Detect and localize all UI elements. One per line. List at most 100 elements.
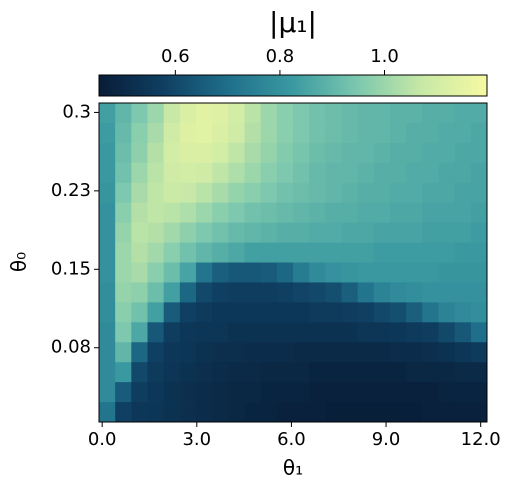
heatmap-cell — [196, 322, 213, 343]
heatmap-cell — [341, 122, 359, 144]
heatmap-cell — [99, 262, 116, 283]
heatmap-cell — [470, 342, 488, 363]
heatmap-cell — [115, 142, 132, 164]
heatmap-cell — [212, 382, 229, 403]
heatmap-cell — [390, 262, 407, 283]
heatmap-cell — [406, 162, 423, 184]
heatmap-cell — [196, 342, 213, 363]
heatmap-cell — [260, 202, 278, 224]
heatmap-cell — [260, 182, 278, 204]
heatmap-cell — [244, 342, 262, 363]
heatmap-cell — [309, 103, 326, 124]
heatmap-cell — [422, 202, 439, 224]
heatmap-cell — [228, 242, 245, 263]
heatmap-cell — [422, 282, 439, 303]
heatmap-cell — [163, 342, 181, 363]
heatmap-cell — [163, 262, 181, 283]
heatmap-cell — [454, 182, 472, 204]
heatmap-cell — [406, 362, 423, 383]
heatmap-cell — [196, 302, 213, 323]
heatmap-cell — [293, 342, 310, 363]
heatmap-cell — [212, 282, 229, 303]
heatmap-cell — [115, 362, 132, 383]
heatmap-cell — [276, 402, 294, 423]
heatmap-cell — [228, 302, 245, 323]
heatmap-cell — [163, 242, 181, 263]
heatmap-cell — [341, 362, 359, 383]
heatmap-cell — [406, 122, 423, 144]
heatmap-cell — [454, 402, 472, 423]
heatmap-cell — [196, 122, 213, 144]
heatmap-cell — [212, 402, 229, 423]
heatmap-cell — [228, 362, 245, 383]
heatmap-cell — [196, 162, 213, 184]
heatmap-cell — [390, 402, 407, 423]
heatmap-cell — [276, 103, 294, 124]
heatmap-cell — [163, 122, 181, 144]
heatmap-cell — [422, 122, 439, 144]
heatmap-cell — [390, 162, 407, 184]
heatmap-cell — [309, 282, 326, 303]
heatmap-cell — [454, 142, 472, 164]
heatmap-cell — [147, 242, 165, 263]
heatmap-cell — [260, 262, 278, 283]
heatmap-cell — [341, 182, 359, 204]
heatmap-cell — [99, 362, 116, 383]
heatmap-cell — [276, 382, 294, 403]
heatmap-cell — [373, 182, 391, 204]
heatmap-cell — [373, 103, 391, 124]
heatmap-cell — [406, 402, 423, 423]
heatmap-cell — [260, 322, 278, 343]
heatmap-cell — [131, 142, 148, 164]
heatmap-cell — [341, 322, 359, 343]
heatmap-cell — [406, 342, 423, 363]
heatmap-cell — [390, 362, 407, 383]
heatmap-cell — [115, 122, 132, 144]
heatmap-cell — [357, 402, 375, 423]
heatmap-cell — [196, 103, 213, 124]
heatmap-cell — [341, 242, 359, 263]
heatmap-cell — [325, 402, 342, 423]
heatmap-cell — [244, 382, 262, 403]
heatmap-cell — [406, 103, 423, 124]
heatmap-cell — [325, 182, 342, 204]
heatmap-cell — [99, 382, 116, 403]
heatmap-cell — [179, 162, 197, 184]
heatmap-cell — [99, 282, 116, 303]
heatmap-cell — [244, 122, 262, 144]
heatmap-cell — [115, 342, 132, 363]
heatmap-cell — [438, 162, 456, 184]
heatmap-cell — [438, 382, 456, 403]
heatmap-cell — [212, 142, 229, 164]
heatmap-cell — [293, 382, 310, 403]
heatmap-cell — [406, 242, 423, 263]
heatmap-cell — [293, 202, 310, 224]
heatmap-cell — [115, 222, 132, 243]
heatmap-cell — [228, 162, 245, 184]
heatmap-cell — [454, 322, 472, 343]
heatmap-cell — [470, 382, 488, 403]
heatmap-cell — [357, 222, 375, 243]
heatmap-cell — [357, 342, 375, 363]
heatmap-cell — [244, 202, 262, 224]
heatmap-cell — [115, 302, 132, 323]
heatmap-cell — [341, 302, 359, 323]
heatmap-cell — [390, 202, 407, 224]
heatmap-cell — [131, 103, 148, 124]
heatmap-cell — [115, 202, 132, 224]
heatmap-cell — [131, 262, 148, 283]
heatmap-cell — [147, 162, 165, 184]
heatmap-cell — [454, 162, 472, 184]
heatmap-cell — [341, 202, 359, 224]
heatmap-cell — [244, 182, 262, 204]
heatmap-cell — [357, 382, 375, 403]
heatmap-cell — [390, 222, 407, 243]
heatmap-cell — [373, 342, 391, 363]
heatmap-cell — [115, 162, 132, 184]
heatmap-cell — [470, 322, 488, 343]
heatmap-cell — [422, 382, 439, 403]
x-tick-label: 3.0 — [182, 429, 211, 450]
heatmap-cell — [293, 402, 310, 423]
heatmap-cell — [357, 103, 375, 124]
heatmap-cell — [357, 282, 375, 303]
